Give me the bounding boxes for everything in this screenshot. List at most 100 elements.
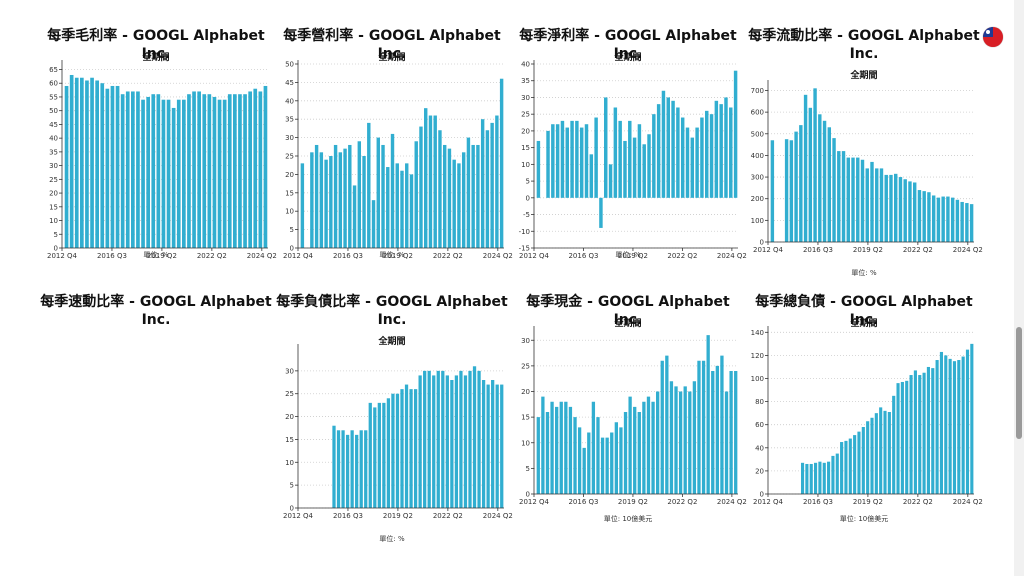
bar[interactable] [454, 375, 459, 508]
bar[interactable] [391, 393, 395, 508]
bar[interactable] [319, 152, 324, 248]
bar[interactable] [784, 139, 789, 242]
bar[interactable] [729, 371, 733, 494]
bar[interactable] [955, 199, 960, 242]
bar[interactable] [433, 115, 437, 249]
bar[interactable] [564, 401, 568, 494]
bar[interactable] [628, 120, 632, 198]
bar[interactable] [376, 137, 380, 248]
bar[interactable] [352, 185, 357, 248]
bar[interactable] [596, 417, 600, 494]
bar[interactable] [618, 120, 622, 198]
bar[interactable] [637, 124, 642, 198]
bar[interactable] [800, 462, 805, 494]
bar[interactable] [551, 124, 555, 198]
bar[interactable] [463, 375, 468, 508]
bar[interactable] [364, 430, 368, 508]
bar[interactable] [936, 197, 941, 242]
bar[interactable] [471, 144, 475, 248]
bar[interactable] [343, 148, 347, 248]
bar[interactable] [395, 163, 399, 248]
bar[interactable] [935, 360, 939, 494]
bar[interactable] [879, 168, 884, 242]
bar[interactable] [324, 159, 328, 248]
bar[interactable] [187, 94, 191, 248]
bar[interactable] [927, 192, 931, 242]
bar[interactable] [105, 88, 110, 248]
bar[interactable] [90, 77, 94, 248]
bar[interactable] [486, 384, 490, 508]
scrollbar-thumb[interactable] [1016, 327, 1022, 439]
bar[interactable] [409, 174, 414, 248]
bar[interactable] [719, 104, 723, 198]
bar[interactable] [651, 401, 655, 494]
bar[interactable] [818, 114, 822, 242]
bar[interactable] [883, 410, 887, 494]
bar[interactable] [491, 380, 495, 508]
bar[interactable] [69, 74, 74, 248]
bar[interactable] [575, 120, 579, 198]
bar[interactable] [671, 100, 675, 198]
bar[interactable] [898, 177, 903, 242]
bar[interactable] [447, 148, 452, 248]
bar[interactable] [789, 140, 794, 242]
bar[interactable] [577, 427, 582, 494]
bar[interactable] [610, 432, 614, 495]
bar[interactable] [110, 85, 115, 248]
bar[interactable] [805, 463, 809, 494]
bar[interactable] [874, 413, 878, 494]
bar[interactable] [373, 407, 377, 508]
bar[interactable] [724, 391, 729, 495]
bar[interactable] [809, 463, 813, 494]
bar[interactable] [332, 425, 336, 508]
bar[interactable] [685, 127, 690, 198]
bar[interactable] [909, 375, 913, 494]
bar[interactable] [827, 461, 831, 494]
bar[interactable] [222, 99, 227, 248]
bar[interactable] [466, 137, 471, 248]
bar[interactable] [545, 412, 550, 494]
bar[interactable] [573, 417, 577, 494]
bar[interactable] [428, 115, 433, 249]
bar[interactable] [646, 396, 651, 494]
bar[interactable] [359, 430, 363, 508]
bar[interactable] [477, 370, 481, 508]
bar[interactable] [579, 127, 584, 198]
bar[interactable] [941, 196, 945, 242]
bar[interactable] [970, 343, 974, 494]
bar[interactable] [865, 168, 869, 242]
bar[interactable] [500, 384, 504, 508]
bar[interactable] [905, 380, 909, 494]
bar[interactable] [879, 407, 883, 494]
bar[interactable] [560, 120, 565, 198]
bar[interactable] [870, 417, 874, 494]
bar[interactable] [591, 401, 596, 494]
bar[interactable] [770, 140, 775, 242]
bar[interactable] [637, 412, 641, 494]
bar[interactable] [161, 99, 166, 248]
bar[interactable] [419, 126, 423, 248]
bar[interactable] [120, 94, 125, 248]
scrollbar-track[interactable] [1014, 0, 1024, 576]
bar[interactable] [926, 366, 930, 494]
bar[interactable] [614, 422, 618, 494]
bar[interactable] [794, 131, 798, 242]
bar[interactable] [700, 117, 704, 198]
bar[interactable] [310, 152, 314, 248]
bar[interactable] [841, 151, 846, 242]
bar[interactable] [799, 125, 803, 242]
bar[interactable] [870, 161, 874, 242]
bar[interactable] [423, 370, 427, 508]
bar[interactable] [461, 152, 466, 248]
bar[interactable] [840, 442, 844, 494]
bar[interactable] [424, 108, 428, 248]
bar[interactable] [336, 430, 341, 508]
bar[interactable] [961, 356, 965, 494]
bar[interactable] [846, 157, 850, 242]
bar[interactable] [851, 157, 855, 242]
bar[interactable] [918, 375, 922, 494]
bar[interactable] [156, 94, 161, 248]
bar[interactable] [555, 124, 560, 198]
bar[interactable] [818, 461, 822, 494]
bar[interactable] [683, 386, 687, 494]
